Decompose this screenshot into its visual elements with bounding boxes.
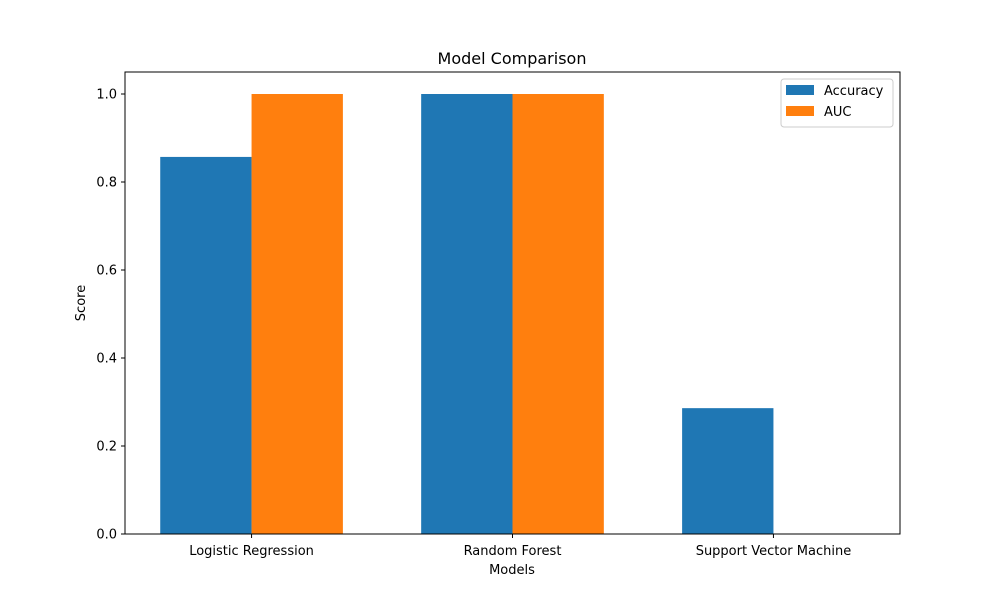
legend-swatch-accuracy [786,85,814,95]
chart-title: Model Comparison [438,49,587,68]
bar-auc-random-forest [512,94,604,534]
legend-label-accuracy: Accuracy [824,84,884,99]
x-tick-label-random-forest: Random Forest [464,544,562,559]
y-axis: 0.0 0.2 0.4 0.6 0.8 1.0 [96,88,125,543]
y-tick-label: 0.8 [96,176,117,191]
legend-label-auc: AUC [824,105,852,120]
x-axis: Logistic Regression Random Forest Support … [189,534,851,559]
y-tick-label: 0.2 [96,440,117,455]
y-tick-label: 0.4 [96,352,117,367]
legend: Accuracy AUC [780,78,894,128]
x-axis-label: Models [489,563,535,578]
bar-accuracy-random-forest [421,94,513,534]
y-tick-label: 0.6 [96,264,117,279]
bar-accuracy-support-vector-machine [682,408,774,534]
y-tick-label: 1.0 [96,88,117,103]
legend-swatch-auc [786,106,814,116]
bars-group [160,94,774,535]
y-axis-label: Score [74,285,89,321]
x-tick-label-logistic-regression: Logistic Regression [189,544,314,559]
x-tick-label-support-vector-machine: Support Vector Machine [696,544,852,559]
plot-frame [124,71,901,535]
bar-auc-logistic-regression [251,94,343,534]
bar-accuracy-logistic-regression [160,156,252,535]
y-tick-label: 0.0 [96,528,117,543]
